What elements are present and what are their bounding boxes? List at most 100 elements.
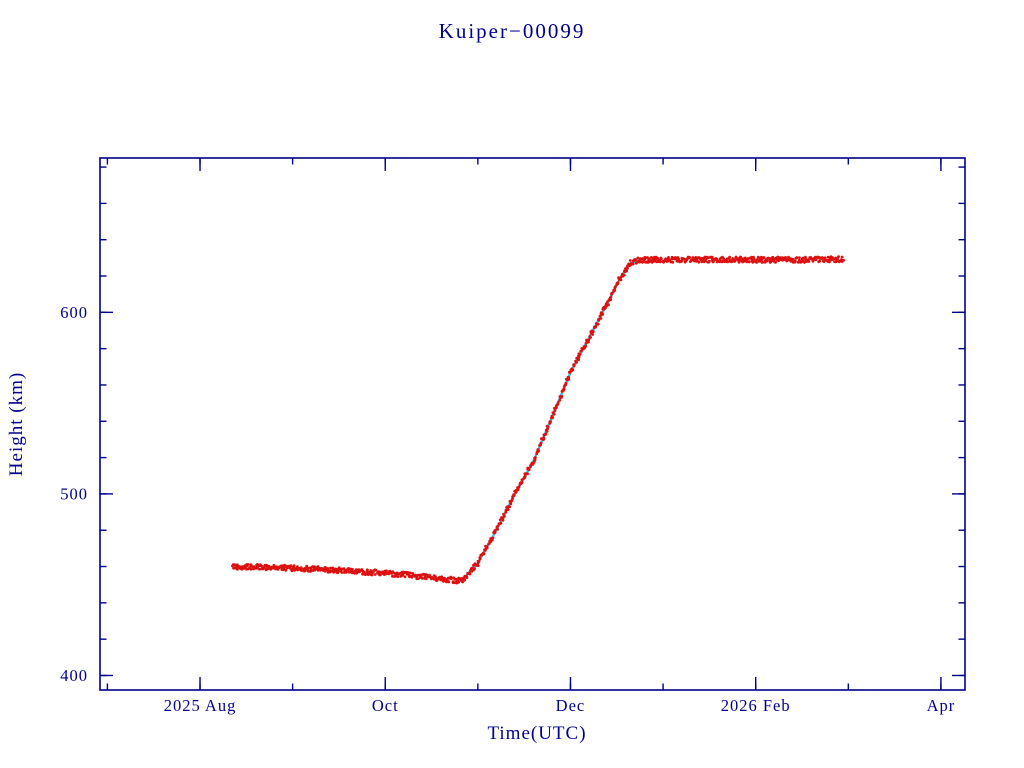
data-point [553, 409, 557, 413]
data-point [289, 564, 293, 568]
data-point [750, 255, 753, 259]
y-tick-label: 400 [60, 666, 88, 685]
data-point [616, 281, 620, 284]
data-point [520, 481, 524, 484]
data-point [589, 336, 592, 339]
data-point [283, 565, 287, 568]
data-point [272, 563, 276, 567]
data-point [807, 260, 811, 263]
data-point [734, 255, 738, 259]
data-point [351, 567, 354, 571]
data-point [659, 260, 662, 263]
data-point [290, 569, 294, 573]
data-point [668, 258, 672, 262]
data-point [760, 255, 763, 259]
data-point [523, 474, 527, 478]
data-point [258, 567, 261, 571]
data-point [306, 567, 309, 570]
data-point [828, 260, 831, 264]
data-point [409, 571, 412, 575]
data-point [626, 267, 629, 270]
data-point [776, 255, 780, 259]
data-point [256, 566, 259, 570]
data-point [329, 566, 332, 570]
data-point [568, 371, 572, 374]
data-point [707, 260, 711, 264]
data-point [818, 259, 822, 263]
data-series [231, 255, 845, 585]
data-point [605, 304, 608, 308]
data-point [577, 358, 581, 362]
data-point [769, 259, 772, 263]
data-point [374, 568, 378, 572]
data-point [549, 420, 552, 424]
data-point [599, 317, 603, 320]
data-point [823, 256, 827, 260]
data-point [550, 414, 554, 418]
data-point [560, 394, 564, 398]
data-point [267, 564, 271, 568]
data-point [465, 575, 468, 578]
data-point [473, 567, 477, 570]
data-point [385, 569, 388, 573]
data-point [447, 580, 451, 583]
data-point [671, 260, 675, 264]
data-point [643, 255, 647, 259]
data-point [366, 568, 369, 572]
data-point [562, 387, 566, 391]
data-point [619, 278, 623, 282]
data-point [516, 488, 520, 492]
data-point [564, 381, 568, 385]
x-tick-label: 2025 Aug [164, 696, 237, 715]
data-point [461, 580, 465, 584]
data-point [457, 581, 460, 584]
data-point [584, 344, 588, 348]
data-point [842, 258, 845, 262]
data-point [579, 349, 583, 353]
y-axis-label: Height (km) [6, 372, 27, 476]
data-point [410, 575, 414, 579]
data-point [556, 401, 560, 404]
data-point [514, 491, 518, 494]
data-point [496, 524, 500, 528]
axis-ticks [100, 158, 965, 690]
data-point [601, 312, 605, 316]
data-point [837, 255, 840, 258]
data-point [774, 261, 777, 264]
data-point [511, 497, 514, 501]
data-point [577, 355, 581, 359]
data-point [470, 566, 474, 570]
data-point [710, 255, 714, 259]
data-point [309, 568, 313, 572]
data-point [799, 260, 803, 264]
data-point [542, 436, 546, 440]
data-point [794, 259, 797, 263]
data-point [728, 255, 731, 259]
data-point [731, 257, 735, 260]
data-point [292, 564, 296, 568]
data-point [594, 325, 597, 329]
data-point [326, 567, 330, 570]
data-point [634, 258, 638, 262]
data-point [545, 430, 549, 433]
data-point [501, 518, 505, 522]
data-point [543, 433, 547, 436]
data-point [517, 485, 521, 489]
data-point [508, 505, 512, 509]
data-point [739, 255, 742, 259]
data-point [370, 573, 374, 577]
data-point [379, 573, 382, 577]
data-point [493, 531, 497, 534]
data-point [836, 257, 839, 261]
data-point [509, 502, 513, 506]
data-point [336, 570, 340, 574]
axis-tick-labels: 2025 Aug Oct Dec 2026 Feb Apr 400 500 600 [60, 303, 954, 715]
data-point [591, 330, 595, 334]
data-point [534, 456, 537, 459]
data-point [755, 261, 759, 264]
data-point [814, 257, 818, 261]
data-point [406, 571, 410, 575]
plot-frame [99, 157, 966, 691]
x-axis-label: Time(UTC) [487, 723, 586, 744]
